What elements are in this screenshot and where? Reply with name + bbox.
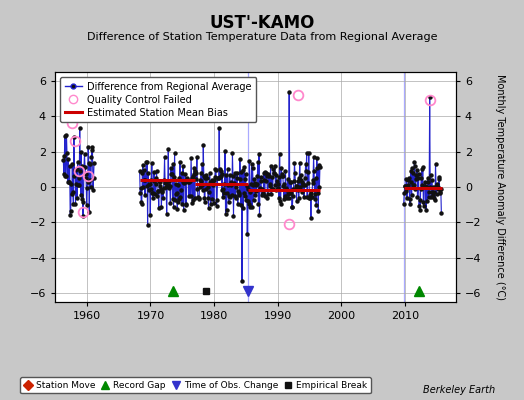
Text: Difference of Station Temperature Data from Regional Average: Difference of Station Temperature Data f… [87,32,437,42]
Text: UST'-KAMO: UST'-KAMO [209,14,315,32]
Text: Berkeley Earth: Berkeley Earth [423,385,495,395]
Legend: Station Move, Record Gap, Time of Obs. Change, Empirical Break: Station Move, Record Gap, Time of Obs. C… [20,377,371,394]
Y-axis label: Monthly Temperature Anomaly Difference (°C): Monthly Temperature Anomaly Difference (… [495,74,505,300]
Legend: Difference from Regional Average, Quality Control Failed, Estimated Station Mean: Difference from Regional Average, Qualit… [60,77,256,122]
